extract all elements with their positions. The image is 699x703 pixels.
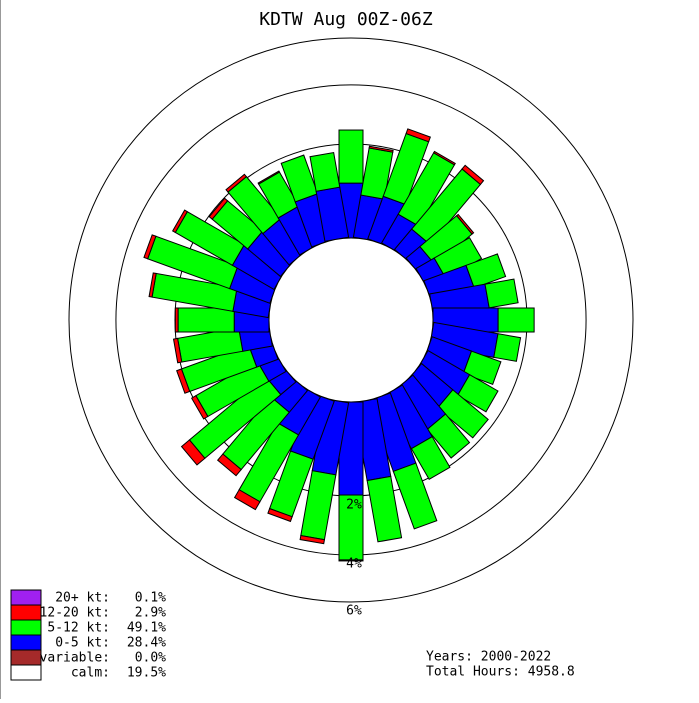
bar-segment	[171, 209, 188, 234]
chart-title: KDTW Aug 00Z-06Z	[259, 9, 433, 30]
legend-swatch	[10, 589, 42, 606]
direction-bar	[216, 374, 309, 477]
bar-segment	[465, 253, 507, 289]
bar-segment	[456, 373, 499, 413]
legend-total: 2.9%	[135, 606, 166, 621]
bar-segment	[484, 278, 519, 309]
bar-segment	[180, 439, 206, 466]
bar-segment	[497, 307, 535, 333]
bar-segment	[455, 213, 475, 235]
bar-segment	[190, 395, 209, 420]
bar-segment	[257, 170, 281, 185]
direction-bar	[208, 197, 297, 278]
legend-swatch	[10, 649, 42, 666]
bar-segment	[208, 197, 229, 220]
bar-segment	[309, 151, 341, 192]
bar-segment	[225, 173, 248, 193]
legend-total: 0.0%	[135, 651, 166, 666]
legend-label: variable:	[40, 651, 110, 666]
bar-segment	[338, 494, 364, 561]
legend-swatch	[10, 634, 42, 651]
legend-label: calm:	[71, 666, 110, 681]
bar-segment	[172, 337, 183, 364]
legend-total: 28.4%	[127, 636, 166, 651]
years-note: Years: 2000-2022	[426, 650, 551, 665]
bar-segment	[174, 307, 179, 333]
bar-segment	[143, 234, 157, 260]
ring	[68, 37, 634, 603]
legend-label: 5-12 kt:	[47, 621, 110, 636]
direction-bar	[415, 349, 499, 413]
bar-segment	[338, 129, 364, 184]
legend-label: 0-5 kt:	[55, 636, 110, 651]
bar-segment	[461, 164, 485, 186]
bar-segment	[176, 368, 191, 394]
ring-label: 2%	[346, 498, 362, 513]
legend-swatch	[10, 664, 42, 681]
bar-segment	[426, 413, 471, 459]
legend-total: 19.5%	[127, 666, 166, 681]
direction-bar	[405, 362, 489, 439]
bar-segment	[432, 150, 456, 166]
legend-total: 49.1%	[127, 621, 166, 636]
legend-total: 0.1%	[135, 591, 166, 606]
bar-segment	[493, 333, 522, 362]
direction-bar	[143, 234, 279, 304]
bar-segment	[366, 475, 403, 543]
legend-swatch	[10, 604, 42, 621]
direction-bar	[233, 384, 322, 511]
direction-bar	[393, 164, 485, 266]
direction-bar	[367, 128, 431, 248]
bar-segment	[436, 389, 489, 439]
legend-label: 12-20 kt:	[40, 606, 110, 621]
bar-segment	[280, 154, 319, 203]
bar-segment	[177, 307, 235, 333]
bar-segment	[233, 489, 261, 511]
direction-bar	[225, 173, 309, 266]
ring-label: 4%	[346, 557, 362, 572]
bar-segment	[216, 453, 242, 477]
direction-bar	[299, 398, 350, 545]
bar-segment	[148, 272, 157, 298]
ring-label: 6%	[346, 604, 362, 619]
bar-segment	[300, 470, 337, 541]
bar-segment	[338, 559, 364, 562]
direction-bar	[309, 151, 350, 242]
bar-segment	[368, 145, 394, 153]
total-hours-note: Total Hours: 4958.8	[426, 665, 575, 680]
bar-segment	[410, 436, 451, 481]
calm-circle	[268, 237, 434, 403]
bar-segment	[267, 507, 293, 523]
bar-segment	[405, 128, 431, 143]
bar-segment	[299, 534, 326, 545]
legend-label: 20+ kt:	[55, 591, 110, 606]
bar-segment	[392, 462, 438, 530]
legend-swatch	[10, 619, 42, 636]
